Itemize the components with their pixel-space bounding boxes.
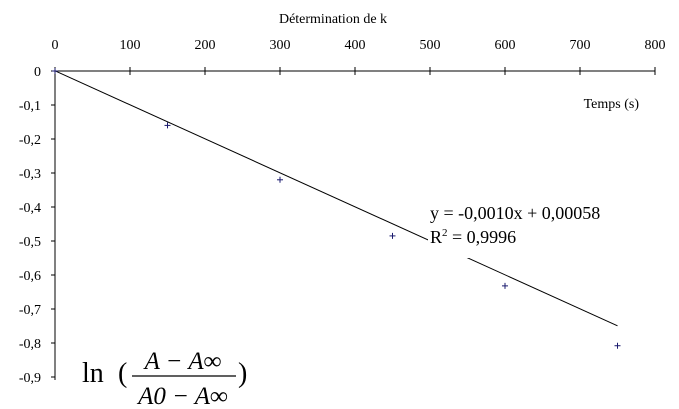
data-point [389,232,396,239]
y-label-close-paren: ) [238,358,247,389]
x-tick-label: 100 [120,38,141,53]
data-point [164,122,171,129]
y-tick-label: -0,3 [19,167,41,182]
x-tick-label: 200 [195,38,216,53]
data-point [52,68,58,74]
y-tick-label: -0,8 [19,337,41,352]
data-point [502,282,508,289]
r2-exponent: 2 [442,227,448,239]
r2-prefix: R [430,227,442,247]
r-squared: R2 = 0,9996 [430,227,516,247]
y-tick-label: -0,2 [19,133,41,148]
y-label-numerator: A − A∞ [143,348,222,375]
y-tick-label: 0 [34,65,41,80]
regression-equation: y = -0,0010x + 0,00058 [430,203,600,223]
label-background [428,226,488,258]
y-label-fn: ln [82,358,104,389]
y-tick-label: -0,7 [19,303,41,318]
chart-title: Détermination de k [279,12,387,27]
x-tick-label: 600 [495,38,516,53]
data-point [277,176,283,183]
y-label-denominator: A0 − A∞ [136,383,228,409]
r2-value: = 0,9996 [448,227,517,247]
data-points [52,68,621,349]
y-tick-label: -0,4 [19,201,41,216]
x-axis-ticks: 0 100 200 300 400 500 600 700 800 [52,38,666,75]
x-tick-label: 400 [345,38,366,53]
y-label-open-paren: ( [118,358,127,389]
x-tick-label: 700 [570,38,591,53]
trendline [54,70,618,327]
x-tick-label: 800 [645,38,666,53]
regression-annotation: y = -0,0010x + 0,00058 R2 = 0,9996 [428,203,600,258]
x-axis-label: Temps (s) [584,97,640,112]
y-tick-label: -0,1 [19,99,41,114]
axes [54,70,655,380]
data-point [614,342,621,349]
x-tick-label: 300 [270,38,291,53]
y-tick-label: -0,6 [19,269,41,284]
x-tick-label: 500 [420,38,441,53]
y-axis-label: ln ( A − A∞ A0 − A∞ ) [82,348,247,409]
y-tick-label: -0,5 [19,235,41,250]
y-axis-ticks: 0 -0,1 -0,2 -0,3 -0,4 -0,5 -0,6 -0,7 -0,8 -0,9 [19,65,55,386]
x-tick-label: 0 [52,38,59,53]
trendline-line [54,70,618,327]
y-tick-label: -0,9 [19,371,41,386]
